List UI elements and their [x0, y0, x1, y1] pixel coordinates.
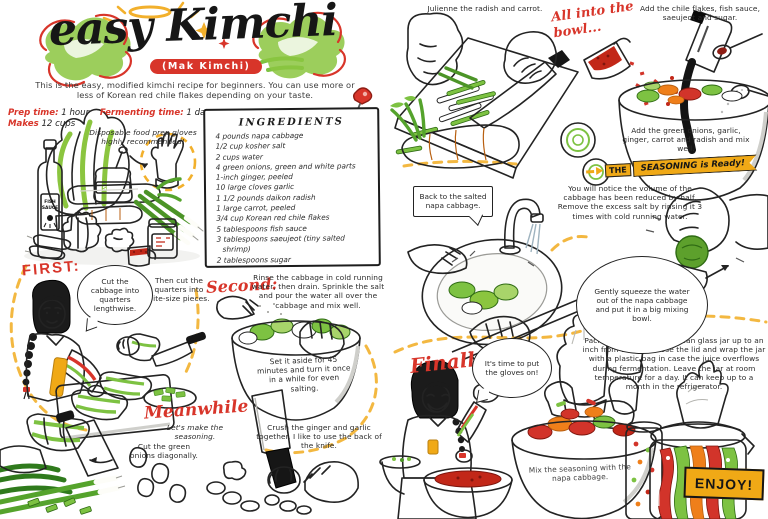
second-text: Rinse the cabbage in cold running water,… [251, 273, 385, 310]
ferment-time-label: Fermenting time: [99, 108, 184, 118]
ferment-time-value: 1 day [186, 108, 211, 118]
cabbage-doodle-left [39, 13, 132, 87]
cabbage-quarters [26, 371, 153, 452]
napa-cabbage-illustration [45, 108, 130, 216]
gloves-bubble-text: It's time to put the gloves on! [484, 358, 540, 377]
sugar-jar: SUGAR [93, 146, 133, 203]
onion-whites [24, 234, 72, 261]
squeeze-illustration [645, 187, 768, 318]
carrot-right-illustration [390, 96, 520, 169]
first-speech-bubble: Cut the cabbage into quarters lengthwise… [77, 265, 153, 332]
meanwhile-sub: Let's make the seasoning. [166, 423, 224, 442]
braid [22, 333, 37, 400]
squeeze-bubble: Gently squeeze the water out of the napa… [576, 256, 708, 354]
back-to-text: Back to the salted napa cabbage. [419, 192, 487, 211]
ginger-slices [206, 460, 260, 512]
makes-value: 12 cups [41, 119, 76, 129]
gloves-bubble: It's time to put the gloves on! [472, 338, 552, 404]
julienne-illustration [394, 12, 579, 179]
first-note: Then cut the quarters into bite-size pie… [148, 276, 210, 304]
ginger-illustration [104, 227, 135, 253]
knife-hand [116, 331, 206, 409]
yield: Makes 12 cups [8, 119, 83, 129]
gloves-note: Disposable food prep gloves highly recom… [89, 128, 197, 147]
first-bubble-text: Cut the cabbage into quarters lengthwise… [90, 276, 140, 314]
ingredient-item: 4 green onions, green and white parts [215, 161, 356, 172]
girl-happy-illustration [397, 360, 503, 519]
ingredients-title: INGREDIENTS [238, 116, 344, 129]
cabbage-in-bowl [238, 318, 351, 345]
ingredient-item: 3 tablespoons saeujeot (tiny salted shri… [216, 233, 345, 254]
back-to-box: Back to the salted napa cabbage. [413, 186, 493, 226]
crush-garlic-illustration [129, 389, 359, 515]
add-flakes-caption: Add the chile flakes, fish sauce, saeuje… [639, 4, 761, 23]
daikon-illustration [66, 177, 182, 205]
cabbage-doodle-right [252, 11, 346, 79]
garlic-illustration [61, 207, 102, 253]
subtitle-badge: (Mak Kimchi) [150, 59, 263, 74]
intro-text: This is the easy, modified kimchi recipe… [35, 80, 355, 101]
red-paste-bowl [423, 467, 513, 519]
banner-arrow-icon [595, 166, 604, 175]
add-mix-caption: Add the green onions, garlic, ginger, ca… [622, 126, 750, 154]
ingredients-still-life: FISH SAUCE SUGAR [24, 108, 204, 267]
banner-the: THE [604, 162, 632, 177]
salting-bowl-illustration [216, 295, 361, 421]
garlic-cloves [129, 446, 187, 503]
cutting-board-cabbage [26, 331, 206, 452]
ingredients-list: 4 pounds napa cabbage 1/2 cup kosher sal… [205, 130, 378, 266]
ingredients-box: INGREDIENTS 4 pounds napa cabbage 1/2 cu… [203, 107, 381, 268]
faucet [451, 198, 544, 267]
salting-note: Set it aside for 45 minutes and turn it … [256, 354, 351, 393]
mix-caption: Mix the seasoning with the napa cabbage. [528, 462, 632, 484]
chile-flakes-cup [127, 245, 157, 267]
makes-label: Makes [8, 119, 39, 129]
svg-text:FISH: FISH [44, 199, 56, 205]
crushed-garlic [264, 494, 312, 515]
cut-green-onions-illustration [0, 410, 126, 515]
green-onion-bundle [133, 189, 204, 246]
prep-time-value: 1 hour [61, 108, 90, 118]
banner-dash [586, 169, 595, 173]
prep-time-label: Prep time: [8, 108, 59, 118]
kimchi-mix [527, 398, 636, 440]
julienne-caption: Julienne the radish and carrot. [427, 4, 543, 13]
notice-text: You will notice the volume of the cabbag… [557, 184, 703, 221]
prep-time: Prep time: 1 hour Fermenting time: 1 day [8, 108, 218, 118]
mix-contents [636, 81, 743, 105]
spoons [712, 33, 768, 114]
red-jar [147, 218, 178, 259]
fish-sauce-pouring [666, 10, 733, 154]
enjoy-banner: ENJOY! [683, 466, 765, 501]
ingredient-item: 2 tablespoons sugar [216, 254, 291, 265]
svg-text:SUGAR: SUGAR [102, 186, 124, 192]
seasoning-bowl-illustration [560, 10, 768, 201]
svg-text:SAUCE: SAUCE [42, 205, 58, 211]
squeeze-text: Gently squeeze the water out of the napa… [594, 286, 690, 324]
greens-in-sink [448, 281, 519, 315]
crush-note: Crush the ginger and garlic together. I … [256, 423, 382, 451]
cut-onions-note: Cut the green onions diagonally. [130, 442, 198, 461]
